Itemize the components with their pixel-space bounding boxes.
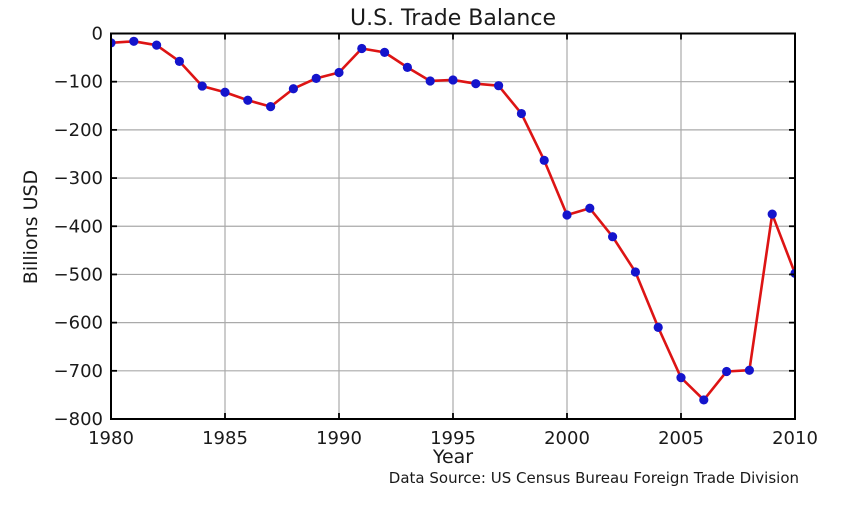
y-tick-label: −200	[54, 120, 103, 141]
data-point-1980	[111, 38, 116, 48]
y-tick-label: 0	[92, 24, 103, 45]
data-point-1986	[243, 95, 253, 105]
data-point-1996	[471, 79, 481, 89]
x-tick-label: 1980	[88, 428, 134, 449]
data-point-1990	[334, 67, 344, 78]
data-point-1988	[288, 84, 298, 94]
data-point-1991	[357, 43, 367, 54]
data-source-caption: Data Source: US Census Bureau Foreign Tr…	[388, 469, 799, 487]
data-point-1993	[402, 62, 412, 72]
data-point-1983	[174, 56, 184, 66]
data-point-2010	[790, 268, 795, 278]
y-tick-label: −100	[54, 72, 103, 93]
x-tick-label: 1995	[430, 428, 476, 449]
y-tick-label: −400	[54, 216, 103, 237]
data-point-2006	[699, 395, 709, 405]
data-point-1987	[266, 102, 276, 112]
x-tick-label: 2010	[772, 428, 818, 449]
axes-border	[110, 32, 796, 420]
data-point-2000	[562, 210, 572, 220]
x-tick-label: 2000	[544, 428, 590, 449]
y-tick-label: −500	[54, 264, 103, 285]
y-tick-label: −700	[54, 361, 103, 382]
data-point-2002	[608, 232, 618, 242]
chart-title: U.S. Trade Balance	[349, 6, 556, 31]
data-point-2004	[653, 322, 663, 332]
data-point-2007	[722, 366, 732, 377]
data-point-1999	[539, 155, 549, 165]
y-tick-label: −800	[54, 409, 103, 430]
data-point-1994	[425, 76, 435, 86]
data-point-1989	[311, 73, 321, 83]
data-point-1992	[380, 47, 390, 57]
data-point-1997	[494, 81, 504, 91]
y-tick-label: −300	[54, 168, 103, 189]
data-point-2001	[585, 203, 595, 213]
x-tick-label: 1990	[316, 428, 362, 449]
data-point-1985	[220, 87, 230, 97]
data-point-2008	[744, 365, 755, 375]
data-point-2009	[767, 209, 777, 219]
data-point-2005	[676, 373, 686, 383]
x-axis-label: Year	[432, 446, 474, 468]
data-point-1984	[197, 81, 207, 91]
data-point-2003	[630, 267, 641, 277]
x-tick-label: 2005	[658, 428, 704, 449]
data-point-1995	[448, 75, 458, 85]
y-tick-label: −600	[54, 313, 103, 334]
x-tick-label: 1985	[202, 428, 248, 449]
data-point-1998	[516, 108, 527, 119]
data-point-1981	[129, 36, 139, 46]
data-point-1982	[152, 40, 162, 50]
